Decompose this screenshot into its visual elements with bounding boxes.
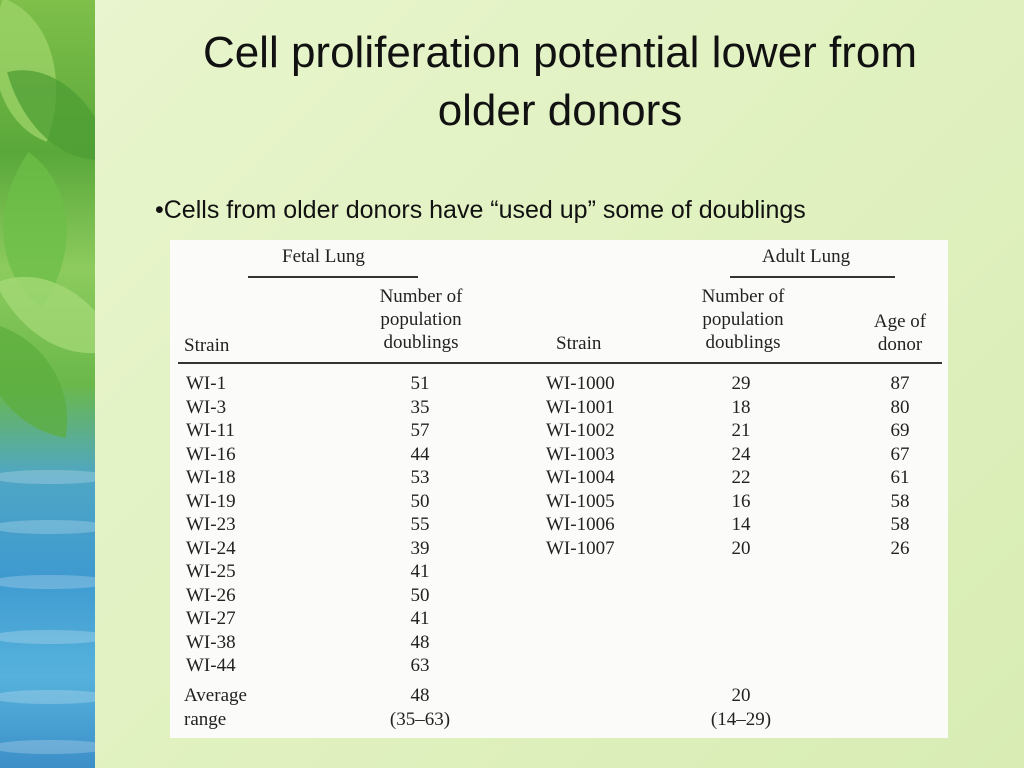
fetal-strain-cell: WI-1	[186, 373, 227, 394]
fetal-doublings-cell: 55	[410, 514, 430, 535]
water-ripple	[0, 630, 95, 644]
adult-doublings-cell: 20	[731, 537, 751, 559]
fetal-lung-heading: Fetal Lung	[282, 246, 365, 267]
title-line-1: Cell proliferation potential lower from	[202, 28, 918, 77]
age-cell: 80	[890, 396, 910, 418]
adult-strain-cell: WI-1001	[546, 396, 615, 418]
fetal-doublings-cell: 44	[410, 443, 430, 465]
adult-doublings-cell: 29	[731, 373, 751, 394]
header-line: population	[380, 309, 462, 330]
doublings-table: Fetal Lung Adult Lung Strain Number of p…	[170, 240, 948, 738]
fetal-strain-cell: WI-26	[186, 584, 236, 606]
header-rule	[178, 362, 942, 364]
adult-group-rule	[730, 276, 895, 278]
adult-strain-cell: WI-1002	[546, 420, 615, 441]
adult-doublings-cell: 18	[731, 396, 751, 418]
fetal-doublings-cell: 50	[410, 490, 430, 512]
adult-strain-cell: WI-1004	[546, 467, 615, 488]
adult-doublings-cell: 16	[731, 490, 751, 512]
fetal-strain-header: Strain	[184, 335, 230, 356]
adult-strain-cell: WI-1006	[546, 514, 615, 535]
fetal-strain-cell: WI-18	[186, 467, 236, 488]
adult-summary: 20 (14–29)	[686, 684, 796, 732]
fetal-doublings-cell: 35	[410, 396, 430, 418]
fetal-doublings-column: 51 35 57 44 53 50 55 39 41 50 41 48 63	[390, 372, 450, 678]
header-line: Number of	[379, 286, 463, 307]
fetal-strain-cell: WI-38	[186, 631, 236, 653]
adult-strain-cell: WI-1007	[546, 537, 615, 559]
age-cell: 87	[890, 373, 910, 394]
fetal-range: (35–63)	[389, 709, 451, 730]
water-ripple	[0, 470, 95, 484]
summary-labels: Average range	[184, 684, 247, 732]
fetal-doublings-cell: 41	[410, 608, 430, 629]
slide-title: Cell proliferation potential lower from …	[120, 24, 1000, 140]
age-cell: 58	[890, 514, 910, 535]
adult-strain-cell: WI-1000	[546, 373, 615, 394]
header-line: population	[702, 309, 784, 330]
fetal-doublings-cell: 50	[410, 584, 430, 606]
adult-range: (14–29)	[710, 709, 772, 730]
water-ripple	[0, 520, 95, 534]
fetal-strain-cell: WI-25	[186, 561, 236, 582]
water-ripple	[0, 740, 95, 754]
water-ripple	[0, 690, 95, 704]
header-line: doublings	[383, 332, 459, 353]
fetal-strain-column: WI-1 WI-3 WI-11 WI-16 WI-18 WI-19 WI-23 WI-24 WI…	[186, 372, 236, 678]
bullet-point: •Cells from older donors have “used up” …	[155, 196, 806, 224]
age-cell: 26	[890, 537, 910, 559]
adult-doublings-cell: 22	[731, 467, 751, 488]
water-ripple	[0, 575, 95, 589]
fetal-strain-cell: WI-24	[186, 537, 236, 559]
fetal-doublings-cell: 53	[410, 467, 430, 488]
fetal-doublings-header: Number of population doublings	[356, 285, 486, 354]
fetal-strain-cell: WI-3	[186, 396, 227, 418]
header-line: Age of	[873, 311, 927, 332]
age-cell: 61	[890, 467, 910, 488]
fetal-doublings-cell: 51	[410, 373, 430, 394]
fetal-doublings-cell: 57	[410, 420, 430, 441]
fetal-doublings-cell: 48	[410, 631, 430, 653]
adult-doublings-header: Number of population doublings	[678, 285, 808, 354]
fetal-strain-cell: WI-11	[186, 420, 235, 441]
fetal-strain-cell: WI-19	[186, 490, 236, 512]
age-cell: 67	[890, 443, 910, 465]
adult-strain-column: WI-1000 WI-1001 WI-1002 WI-1003 WI-1004 WI-10…	[546, 372, 615, 560]
adult-doublings-column: 29 18 21 24 22 16 14 20	[711, 372, 771, 560]
fetal-strain-cell: WI-23	[186, 514, 236, 535]
age-of-donor-header: Age of donor	[860, 310, 940, 356]
fetal-doublings-cell: 39	[410, 537, 430, 559]
fetal-doublings-cell: 63	[410, 655, 430, 676]
header-line: doublings	[705, 332, 781, 353]
adult-lung-heading: Adult Lung	[762, 246, 851, 267]
adult-average: 20	[731, 685, 751, 706]
age-cell: 69	[890, 420, 910, 441]
adult-strain-cell: WI-1003	[546, 443, 615, 465]
range-label: range	[184, 709, 227, 730]
fetal-strain-cell: WI-27	[186, 608, 236, 629]
decorative-leaf-water-strip	[0, 0, 95, 768]
fetal-strain-cell: WI-44	[186, 655, 236, 676]
adult-doublings-cell: 24	[731, 443, 751, 465]
fetal-average: 48	[410, 685, 430, 706]
adult-doublings-cell: 14	[731, 514, 751, 535]
fetal-doublings-cell: 41	[410, 561, 430, 582]
adult-strain-header: Strain	[556, 333, 602, 354]
average-label: Average	[184, 685, 247, 706]
age-column: 87 80 69 67 61 58 58 26	[870, 372, 930, 560]
header-line: Number of	[701, 286, 785, 307]
header-line: donor	[877, 334, 923, 355]
adult-strain-cell: WI-1005	[546, 490, 615, 512]
title-line-2: older donors	[437, 86, 683, 135]
fetal-group-rule	[248, 276, 418, 278]
adult-doublings-cell: 21	[731, 420, 751, 441]
fetal-summary: 48 (35–63)	[365, 684, 475, 732]
age-cell: 58	[890, 490, 910, 512]
fetal-strain-cell: WI-16	[186, 443, 236, 465]
